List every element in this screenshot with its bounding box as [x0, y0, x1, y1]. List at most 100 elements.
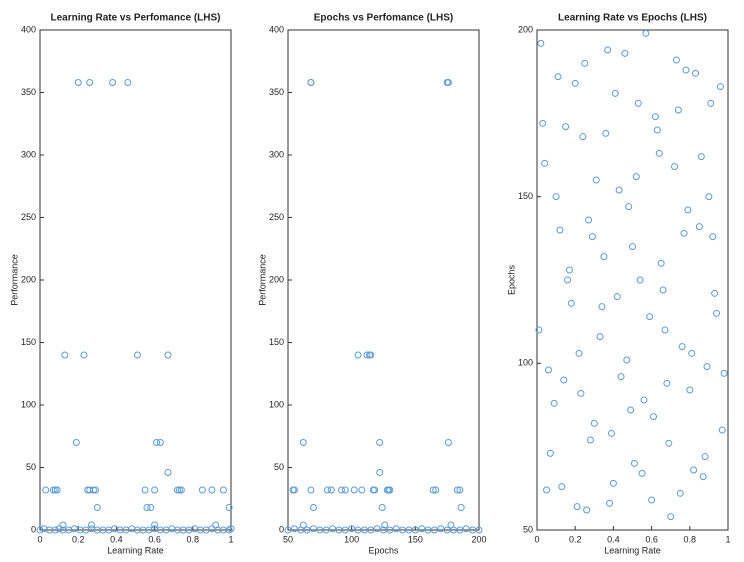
scatter-point: [655, 149, 663, 157]
scatter-point: [651, 113, 659, 121]
scatter-point: [585, 216, 593, 224]
scatter-point: [363, 351, 371, 359]
scatter-point: [550, 399, 558, 407]
scatter-point: [227, 525, 235, 533]
scatter-point: [564, 276, 572, 284]
scatter-point: [623, 356, 631, 364]
scatter-point: [444, 79, 452, 86]
scatter-point: [625, 203, 633, 211]
y-tick-label: 150: [518, 191, 533, 201]
scatter-point: [567, 299, 575, 307]
scatter-point: [586, 436, 594, 444]
scatter-point: [36, 526, 44, 534]
x-tick-label: 1: [725, 534, 730, 544]
scatter-point: [650, 413, 658, 421]
scatter-point: [659, 286, 667, 294]
scatter-point: [133, 351, 141, 359]
scatter-point: [91, 486, 99, 494]
scatter-point: [354, 351, 362, 359]
plot-frame: [536, 29, 729, 531]
scatter-point: [432, 486, 440, 494]
scatter-point: [663, 379, 671, 387]
scatter-point: [539, 119, 547, 127]
scatter-point: [86, 79, 94, 86]
y-axis-label: Epochs: [506, 264, 516, 295]
scatter-point: [565, 266, 573, 274]
scatter-point: [554, 73, 562, 81]
scatter-point: [411, 526, 419, 534]
y-axis-label: Performance: [257, 254, 267, 306]
x-tick-label: 0.6: [148, 534, 161, 544]
scatter-point: [429, 486, 437, 494]
y-tick-label: 150: [21, 337, 36, 347]
scatter-point: [225, 526, 233, 534]
scatter-point: [543, 486, 551, 494]
scatter-point: [720, 369, 728, 377]
y-tick-label: 300: [269, 149, 284, 159]
scatter-point: [581, 59, 589, 67]
scatter-point: [695, 223, 703, 231]
y-tick-label: 50: [26, 462, 36, 472]
x-tick-label: 0: [37, 534, 42, 544]
scatter-point: [51, 486, 59, 494]
scatter-point: [686, 386, 694, 394]
scatter-point: [667, 513, 675, 521]
scatter-point: [164, 351, 172, 359]
scatter-point: [684, 206, 692, 214]
scatter-point: [552, 193, 560, 201]
scatter-point: [358, 486, 366, 494]
scatter-point: [475, 526, 483, 534]
scatter-point: [376, 439, 384, 446]
scatter-point: [59, 521, 67, 529]
scatter-point: [617, 373, 625, 381]
scatter-point: [596, 333, 604, 341]
scatter-point: [699, 473, 707, 481]
scatter-point: [577, 389, 585, 397]
scatter-point: [711, 289, 719, 297]
scatter-point: [55, 525, 63, 533]
scatter-point: [74, 79, 82, 86]
scatter-point: [299, 439, 307, 446]
scatter-point: [327, 486, 335, 494]
x-tick-label: 50: [283, 534, 293, 544]
scatter-point: [456, 526, 464, 534]
scatter-point: [462, 525, 470, 533]
y-tick-label: 250: [21, 212, 36, 222]
y-tick-label: 200: [518, 24, 533, 34]
scatter-point: [143, 504, 151, 511]
subplot: Epochs vs Perfomance (LHS) Epochs Performa…: [257, 13, 486, 556]
scatter-point: [707, 99, 715, 107]
scatter-point: [671, 163, 679, 171]
scatter-point: [703, 363, 711, 371]
y-tick-label: 200: [269, 274, 284, 284]
scatter-point: [350, 486, 358, 494]
scatter-point: [560, 376, 568, 384]
scatter-point: [322, 526, 330, 534]
subplot-title: Learning Rate vs Perfomance (LHS): [50, 13, 220, 24]
scatter-point: [373, 525, 381, 533]
scatter-point: [573, 503, 581, 511]
scatter-point: [93, 504, 101, 511]
scatter-point: [537, 39, 545, 47]
scatter-point: [611, 89, 619, 97]
x-tick-label: 150: [408, 534, 423, 544]
scatter-point: [303, 526, 311, 534]
scatter-point: [600, 253, 608, 261]
y-tick-label: 400: [269, 24, 284, 34]
scatter-point: [164, 469, 172, 476]
scatter-point: [392, 525, 400, 533]
scatter-point: [153, 439, 161, 446]
scatter-point: [716, 83, 724, 91]
scatter-point: [341, 526, 349, 534]
scatter-point: [541, 159, 549, 167]
y-tick-label: 100: [518, 358, 533, 368]
scatter-point: [657, 259, 665, 267]
scatter-point: [80, 351, 88, 359]
scatter-point: [636, 276, 644, 284]
scatter-point: [147, 504, 155, 511]
scatter-point: [208, 525, 216, 533]
scatter-point: [290, 486, 298, 494]
scatter-point: [198, 486, 206, 494]
scatter-point: [579, 133, 587, 141]
